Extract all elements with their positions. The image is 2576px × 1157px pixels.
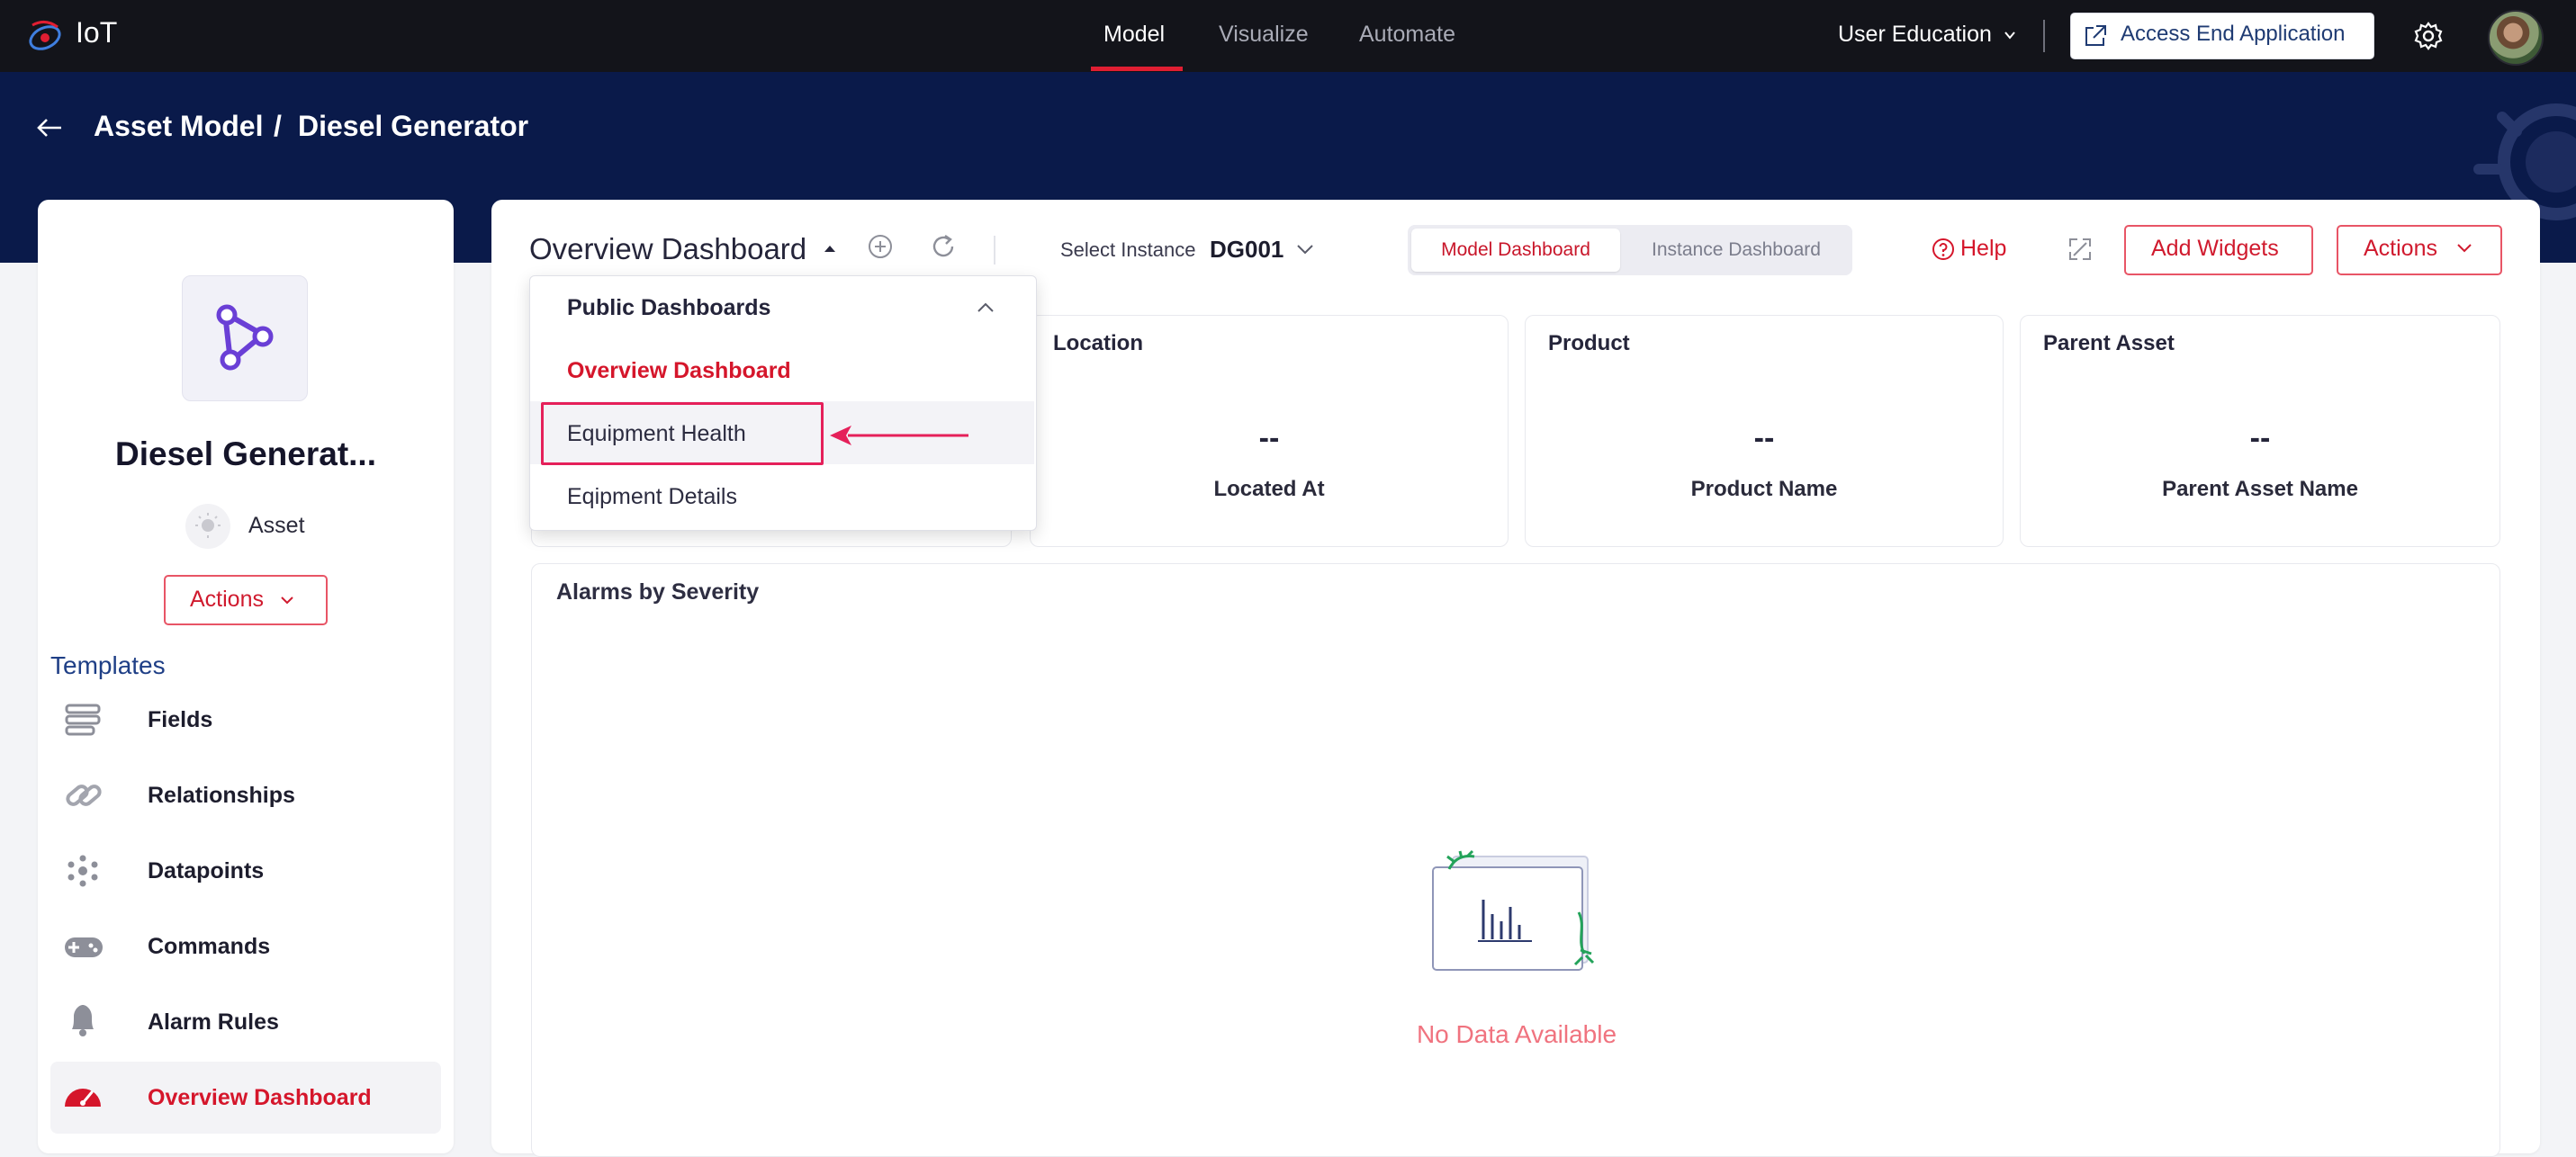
sidebar-item-label: Fields	[148, 707, 213, 732]
nav-automate[interactable]: Automate	[1359, 22, 1456, 47]
avatar[interactable]	[2488, 10, 2544, 66]
speedometer-icon	[65, 1089, 101, 1107]
chevron-down-icon	[281, 596, 293, 605]
iot-logo-icon[interactable]	[25, 18, 65, 54]
nav-visualize[interactable]: Visualize	[1219, 22, 1309, 47]
lightbulb-icon	[185, 504, 230, 549]
no-data-label: No Data Available	[1416, 1020, 1617, 1048]
gear-icon[interactable]	[2412, 20, 2445, 52]
empty-chart-illustration	[1432, 849, 1595, 971]
asset-name: Diesel Generat...	[115, 435, 376, 472]
asset-actions-button[interactable]	[164, 575, 328, 625]
dropdown-item-equipment-health[interactable]: Equipment Health	[567, 421, 746, 446]
toolbar-divider	[994, 236, 995, 265]
help-link[interactable]: Help	[1960, 236, 2007, 261]
nav-model[interactable]: Model	[1103, 22, 1166, 47]
decorative-bulb-graphic	[2473, 103, 2576, 220]
sidebar-item-overview-dashboard[interactable]	[50, 1062, 441, 1134]
dashboard-actions-label: Actions	[2364, 236, 2437, 261]
location-card	[1030, 315, 1509, 547]
relationships-icon	[66, 785, 102, 806]
sidebar-item-label: Commands	[148, 934, 271, 959]
chevron-down-icon[interactable]	[2004, 29, 2016, 41]
asset-actions-label: Actions	[190, 587, 264, 612]
datapoints-icon	[68, 855, 98, 887]
sidebar-item-label: Alarm Rules	[148, 1009, 279, 1035]
asset-icon-tile	[182, 275, 308, 401]
chevron-up-icon[interactable]	[976, 300, 995, 313]
sidebar-item-label: Relationships	[148, 783, 295, 808]
templates-heading: Templates	[50, 651, 166, 679]
breadcrumb-separator: /	[274, 110, 282, 142]
org-selector[interactable]: User Education	[1838, 22, 1992, 47]
breadcrumb-parent[interactable]: Asset Model	[94, 110, 264, 142]
tab-model-dashboard-label: Model Dashboard	[1441, 239, 1590, 260]
select-instance-label: Select Instance	[1060, 238, 1196, 261]
chevron-down-icon[interactable]	[1296, 243, 1314, 256]
access-end-application-label: Access End Application	[2121, 22, 2346, 46]
dashboard-actions-button[interactable]	[2337, 225, 2502, 275]
dropdown-item-equipment-details[interactable]: Eqipment Details	[567, 484, 737, 509]
card-value: --	[1753, 421, 1775, 455]
external-link-icon	[2085, 25, 2106, 46]
card-title: Location	[1053, 331, 1143, 355]
tab-model-dashboard[interactable]	[1411, 229, 1620, 272]
nav-active-underline	[1091, 67, 1183, 71]
dashboard-selector[interactable]: Overview Dashboard	[529, 232, 807, 265]
dropdown-item-hover-bg	[530, 401, 1034, 464]
dropdown-item-overview-dashboard[interactable]: Overview Dashboard	[567, 358, 791, 383]
add-circle-icon[interactable]	[866, 232, 895, 261]
annotation-arrow-icon	[830, 426, 968, 445]
gamepad-icon	[65, 937, 103, 957]
card-value: --	[2249, 421, 2271, 455]
chevron-down-icon	[2457, 244, 2472, 253]
card-title: Product	[1548, 331, 1630, 355]
card-subtitle: Parent Asset Name	[2162, 477, 2358, 501]
access-end-application-button[interactable]	[2070, 13, 2374, 59]
annotation-highlight-box	[541, 402, 824, 465]
card-value: --	[1258, 421, 1280, 455]
bell-icon	[72, 1005, 94, 1036]
fields-icon	[65, 704, 101, 736]
expand-icon[interactable]	[2067, 236, 2094, 263]
refresh-icon[interactable]	[929, 232, 958, 261]
tab-instance-dashboard-label: Instance Dashboard	[1652, 239, 1821, 260]
alarms-widget-title: Alarms by Severity	[556, 579, 760, 605]
sidebar-item-label: Overview Dashboard	[148, 1085, 372, 1110]
belt-drive-icon	[216, 304, 274, 371]
caret-up-icon[interactable]	[823, 243, 837, 254]
card-subtitle: Product Name	[1690, 477, 1838, 501]
instance-select[interactable]: DG001	[1210, 236, 1284, 263]
app-name[interactable]: IoT	[76, 16, 118, 49]
sidebar-item-label: Datapoints	[148, 858, 265, 883]
sidebar-item-fields[interactable]	[50, 684, 441, 756]
topbar-divider	[2043, 20, 2045, 52]
back-arrow-icon[interactable]	[34, 115, 65, 140]
parent-asset-card	[2020, 315, 2500, 547]
product-card	[1525, 315, 2004, 547]
help-icon[interactable]	[1932, 238, 1955, 261]
dropdown-group-header[interactable]: Public Dashboards	[567, 295, 771, 320]
card-title: Parent Asset	[2043, 331, 2175, 355]
card-subtitle: Located At	[1213, 477, 1325, 501]
asset-type-label: Asset	[248, 513, 305, 538]
add-widgets-label: Add Widgets	[2151, 236, 2279, 261]
add-widgets-button[interactable]	[2124, 225, 2313, 275]
breadcrumb-current: Diesel Generator	[298, 110, 529, 142]
